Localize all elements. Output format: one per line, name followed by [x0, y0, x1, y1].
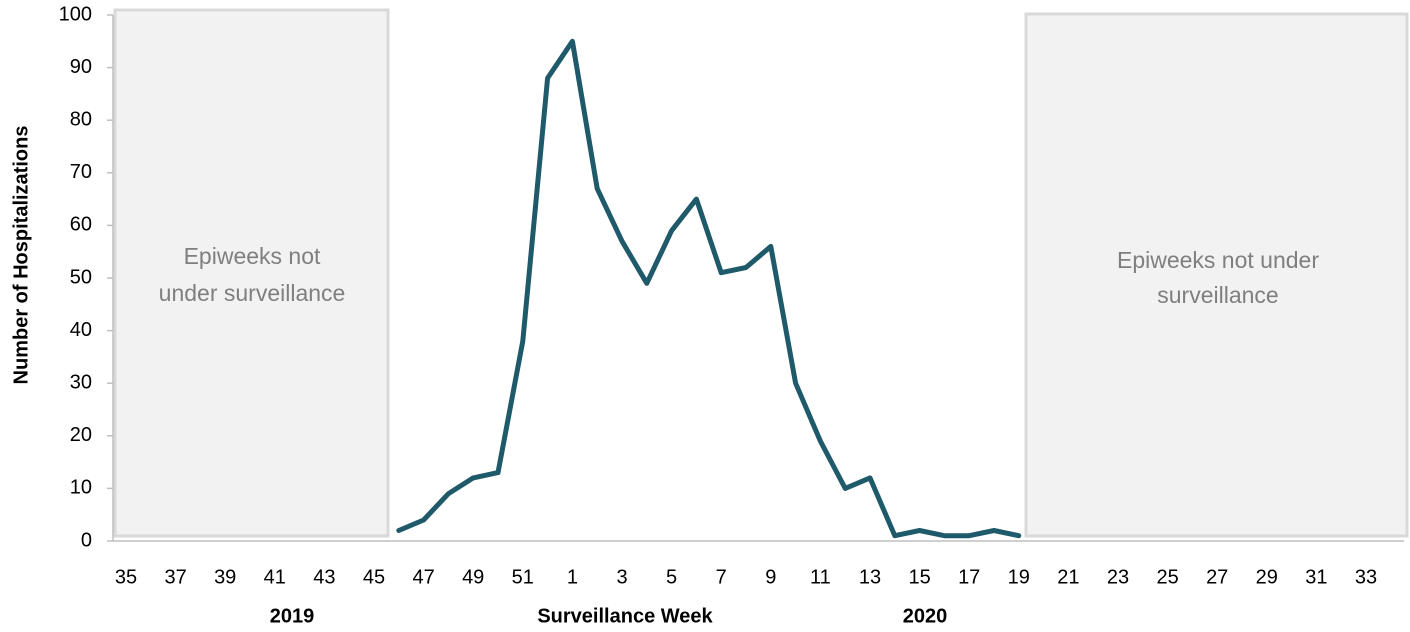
y-tick-label: 80	[70, 108, 92, 130]
x-tick-label: 29	[1256, 566, 1278, 588]
x-tick-label: 35	[115, 566, 137, 588]
x-tick-label: 13	[859, 566, 881, 588]
y-tick-label: 100	[59, 3, 92, 25]
x-tick-label: 33	[1355, 566, 1377, 588]
x-tick-label: 15	[908, 566, 930, 588]
y-tick-label: 90	[70, 56, 92, 78]
x-tick-label: 47	[412, 566, 434, 588]
x-tick-label: 7	[716, 566, 727, 588]
x-tick-label: 49	[462, 566, 484, 588]
x-tick-label: 9	[765, 566, 776, 588]
y-tick-label: 60	[70, 214, 92, 236]
annotation: Epiweeks not	[184, 243, 321, 269]
y-tick-label: 0	[81, 529, 92, 551]
x-tick-label: 11	[810, 566, 831, 588]
y-tick-label: 10	[70, 477, 92, 499]
x-tick-label: 23	[1107, 566, 1129, 588]
x-tick-label: 41	[264, 566, 286, 588]
x-tick-label: 1	[567, 566, 578, 588]
y-tick-label: 50	[70, 266, 92, 288]
x-axis-title: Surveillance Week	[537, 605, 713, 627]
year-label: 2020	[903, 605, 948, 627]
annotation: under surveillance	[159, 280, 346, 306]
x-tick-label: 31	[1305, 566, 1327, 588]
x-tick-label: 43	[313, 566, 335, 588]
x-tick-label: 45	[363, 566, 385, 588]
x-tick-label: 27	[1206, 566, 1228, 588]
y-tick-label: 20	[70, 424, 92, 446]
data-line	[396, 38, 1022, 539]
y-axis-title: Number of Hospitalizations	[10, 126, 32, 385]
y-tick-label: 30	[70, 371, 92, 393]
x-tick-label: 19	[1008, 566, 1030, 588]
y-tick-label: 70	[70, 161, 92, 183]
x-tick-label: 37	[164, 566, 186, 588]
x-tick-label: 39	[214, 566, 236, 588]
y-tick-label: 40	[70, 319, 92, 341]
unsurveilled-region	[1024, 12, 1409, 538]
x-tick-label: 25	[1156, 566, 1178, 588]
year-label: 2019	[270, 605, 315, 627]
annotation: surveillance	[1157, 282, 1278, 308]
unsurveilled-region	[113, 8, 390, 538]
x-tick-label: 3	[616, 566, 627, 588]
x-tick-label: 21	[1057, 566, 1079, 588]
annotation: Epiweeks not under	[1117, 247, 1319, 273]
x-tick-label: 51	[512, 566, 534, 588]
x-tick-label: 17	[958, 566, 980, 588]
x-tick-label: 5	[666, 566, 677, 588]
